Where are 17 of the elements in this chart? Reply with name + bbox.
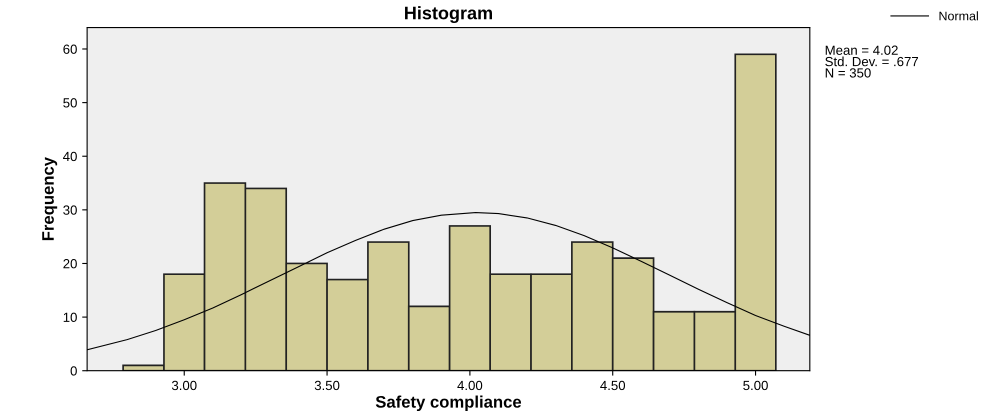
x-tick-label: 3.50 (314, 380, 340, 390)
y-tick-label: 10 (64, 312, 77, 322)
y-tick-label: 0 (70, 366, 77, 376)
x-tick-label: 5.00 (743, 380, 768, 390)
text: Mean = 4.02 Std. Dev. = .677 N = 350 (825, 46, 918, 78)
x-tick-label: 4.50 (600, 380, 626, 390)
y-axis-title: Frequency (42, 157, 58, 240)
chart-title: Histogram (405, 6, 492, 24)
legend-label: Normal (939, 11, 978, 20)
y-tick-label: 50 (63, 98, 77, 108)
y-tick-label: 30 (63, 205, 77, 215)
x-tick-label: 4.00 (457, 380, 482, 390)
x-tick-label: 3.00 (172, 380, 197, 390)
y-tick-label: 60 (63, 44, 77, 54)
x-axis-title: Safety compliance (376, 396, 522, 411)
y-tick-label: 20 (63, 259, 77, 268)
y-tick-label: 40 (63, 152, 77, 162)
